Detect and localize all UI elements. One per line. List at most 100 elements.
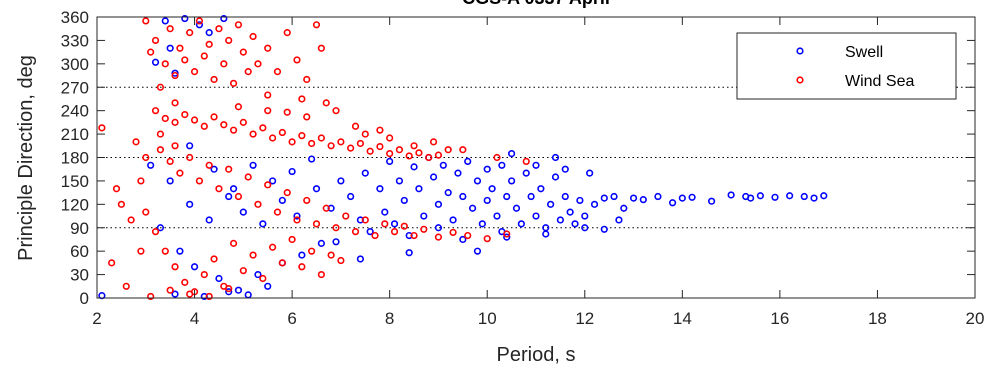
swell-point: [522, 169, 530, 177]
wind-sea-point: [283, 29, 291, 37]
swell-point: [356, 255, 365, 263]
wind-sea-point: [200, 122, 208, 130]
swell-point: [347, 192, 355, 201]
legend-wind-sea-marker: [796, 76, 804, 84]
wind-sea-point: [264, 181, 272, 189]
wind-sea-point: [151, 228, 160, 236]
y-tick-label: 240: [61, 102, 89, 121]
wind-sea-point: [293, 216, 301, 224]
wind-sea-point: [283, 108, 291, 116]
swell-point: [629, 194, 638, 202]
wind-sea-point: [434, 151, 443, 159]
wind-sea-point: [220, 121, 228, 129]
wind-sea-point: [405, 152, 413, 160]
wind-sea-point: [244, 173, 252, 181]
y-tick-label: 30: [70, 266, 89, 285]
swell-point: [225, 192, 233, 201]
wind-sea-point: [200, 270, 208, 279]
wind-sea-point: [171, 118, 179, 126]
wind-sea-point: [254, 200, 262, 208]
swell-point: [639, 196, 647, 204]
swell-point: [337, 177, 345, 185]
swell-point: [434, 224, 443, 232]
wind-sea-point: [234, 21, 243, 29]
wind-sea-point: [156, 146, 165, 154]
wind-sea-point: [205, 40, 213, 48]
swell-point: [195, 21, 204, 29]
swell-point: [439, 161, 447, 169]
wind-sea-point: [376, 142, 384, 151]
swell-point: [366, 228, 374, 236]
x-tick-label: 6: [287, 309, 296, 328]
chart-title: CGS-A 0337 April: [462, 0, 610, 8]
wind-sea-point: [327, 251, 335, 259]
wind-sea-point: [449, 228, 457, 237]
wind-sea-point: [210, 75, 218, 84]
swell-point: [225, 288, 233, 296]
swell-series: [98, 14, 828, 301]
swell-point: [459, 235, 467, 244]
wind-sea-point: [225, 165, 233, 173]
wind-sea-point: [303, 75, 311, 84]
swell-point: [810, 194, 818, 202]
x-tick-label: 18: [868, 309, 887, 328]
wind-sea-point: [205, 161, 213, 169]
swell-point: [668, 199, 677, 207]
swell-point: [220, 14, 228, 23]
wind-sea-point: [147, 292, 155, 301]
wind-sea-point: [166, 25, 174, 33]
y-tick-label: 360: [61, 8, 89, 27]
wind-sea-point: [444, 146, 452, 154]
swell-point: [459, 192, 467, 201]
swell-point: [566, 208, 574, 216]
wind-sea-point: [215, 25, 223, 33]
swell-point: [254, 270, 262, 279]
swell-point: [527, 192, 535, 201]
wind-sea-point: [259, 274, 267, 283]
swell-point: [239, 208, 247, 216]
swell-point: [517, 220, 525, 228]
swell-point: [210, 165, 218, 173]
swell-point: [166, 44, 174, 52]
swell-point: [556, 216, 564, 224]
wind-sea-point: [283, 189, 291, 197]
swell-point: [332, 238, 340, 246]
wind-sea-point: [322, 99, 330, 107]
x-tick-label: 4: [190, 309, 199, 328]
wind-sea-point: [269, 243, 277, 251]
wind-sea-point: [337, 138, 345, 146]
x-tick-label: 10: [478, 309, 497, 328]
wind-sea-point: [225, 285, 233, 293]
swell-point: [376, 185, 384, 193]
wind-sea-point: [171, 263, 179, 271]
swell-point: [215, 274, 223, 283]
swell-point: [147, 161, 155, 169]
swell-point: [151, 58, 160, 66]
y-axis-ticks: 0 30 60 90 120 150 180 210 240 270 300 330 360: [61, 8, 975, 308]
swell-point: [395, 177, 404, 185]
wind-sea-point: [108, 259, 116, 267]
wind-sea-point: [229, 239, 238, 247]
swell-point: [400, 196, 408, 205]
wind-sea-point: [137, 247, 145, 255]
x-axis-label: Period, s: [497, 344, 576, 366]
wind-sea-point: [395, 146, 404, 154]
swell-point: [264, 282, 272, 290]
wind-sea-point: [356, 139, 365, 148]
wind-sea-point: [366, 147, 374, 155]
wind-sea-point: [225, 36, 233, 45]
wind-sea-point: [327, 142, 335, 150]
swell-point: [615, 216, 623, 224]
swell-point: [288, 167, 296, 176]
swell-point: [259, 220, 267, 228]
wind-sea-point: [249, 251, 257, 259]
y-tick-label: 150: [61, 172, 89, 191]
swell-point: [415, 185, 423, 193]
swell-point: [600, 225, 608, 233]
wind-sea-point: [161, 247, 169, 255]
wind-sea-point: [195, 177, 204, 185]
wind-sea-point: [259, 124, 267, 132]
wind-sea-point: [425, 153, 433, 162]
y-tick-label: 210: [61, 125, 89, 144]
swell-point: [512, 204, 521, 212]
